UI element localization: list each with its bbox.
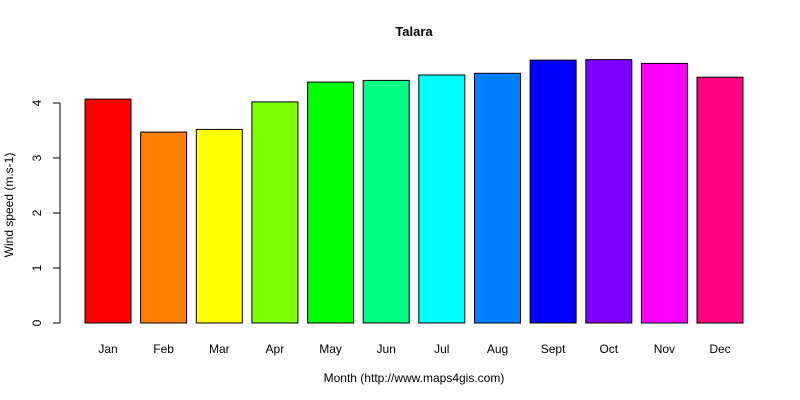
bar-sept (529, 59, 577, 324)
y-tick-label: 4 (30, 99, 44, 106)
y-tick-label: 1 (30, 264, 44, 271)
x-tick-label: Mar (209, 342, 230, 356)
x-axis-title: Month (http://www.maps4gis.com) (324, 371, 505, 385)
bar-may (307, 81, 355, 324)
y-tick-label: 0 (30, 319, 44, 326)
bar-feb (140, 131, 188, 324)
x-tick-label: Apr (266, 342, 285, 356)
y-axis-title: Wind speed (m.s-1) (2, 153, 16, 258)
bar-apr (251, 101, 299, 324)
bar-dec (696, 76, 744, 324)
bar-jul (418, 74, 466, 324)
bar-aug (474, 72, 521, 324)
bar-jan (84, 98, 132, 324)
x-tick-label: Jun (377, 342, 396, 356)
y-tick-label: 3 (30, 154, 44, 161)
x-tick-label: May (319, 342, 342, 356)
bars-group (84, 59, 744, 324)
y-tick-label: 2 (30, 209, 44, 216)
x-tick-label: Jul (434, 342, 449, 356)
bar-mar (195, 128, 243, 324)
x-tick-label: Sept (541, 342, 566, 356)
x-tick-label: Nov (654, 342, 675, 356)
x-tick-label: Oct (599, 342, 618, 356)
x-tick-label: Dec (709, 342, 730, 356)
y-axis: 0 1 2 3 4 (30, 99, 61, 326)
x-tick-label: Jan (98, 342, 117, 356)
bar-nov (640, 62, 688, 324)
x-tick-label: Feb (153, 342, 174, 356)
bar-jun (362, 79, 410, 324)
x-axis-labels: Jan Feb Mar Apr May Jun Jul Aug Sept Oct Nov Dec (98, 342, 730, 356)
bar-oct (585, 59, 633, 324)
chart-title: Talara (395, 24, 433, 39)
x-tick-label: Aug (487, 342, 508, 356)
